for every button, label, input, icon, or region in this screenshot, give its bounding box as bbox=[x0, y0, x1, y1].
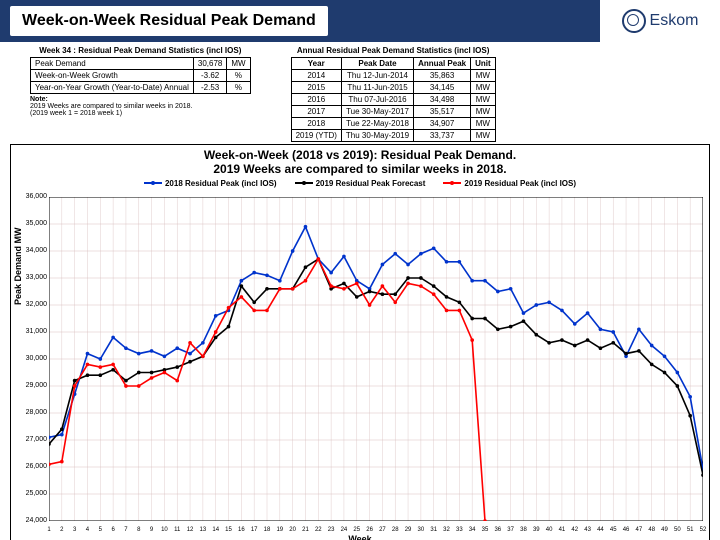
y-tick: 24,000 bbox=[21, 517, 47, 524]
page-title: Week-on-Week Residual Peak Demand bbox=[22, 12, 316, 30]
chart-legend: 2018 Residual Peak (incl IOS) 2019 Resid… bbox=[11, 179, 709, 188]
legend-item-2019: 2019 Residual Peak (incl IOS) bbox=[443, 179, 576, 188]
x-tick: 34 bbox=[467, 527, 477, 533]
x-tick: 38 bbox=[518, 527, 528, 533]
note-line1: 2019 Weeks are compared to similar weeks… bbox=[30, 103, 193, 110]
x-tick: 21 bbox=[300, 527, 310, 533]
y-tick: 26,000 bbox=[21, 463, 47, 470]
x-tick: 13 bbox=[198, 527, 208, 533]
x-tick: 25 bbox=[352, 527, 362, 533]
chart-title-l1: Week-on-Week (2018 vs 2019): Residual Pe… bbox=[204, 148, 516, 162]
x-tick: 29 bbox=[403, 527, 413, 533]
y-tick: 29,000 bbox=[21, 382, 47, 389]
x-tick: 4 bbox=[82, 527, 92, 533]
y-tick: 30,000 bbox=[21, 355, 47, 362]
left-table-block: Week 34 : Residual Peak Demand Statistic… bbox=[30, 46, 251, 142]
x-tick: 10 bbox=[159, 527, 169, 533]
x-tick: 37 bbox=[506, 527, 516, 533]
x-tick: 14 bbox=[211, 527, 221, 533]
x-tick: 35 bbox=[480, 527, 490, 533]
note-label: Note: bbox=[30, 96, 48, 103]
x-tick: 1 bbox=[44, 527, 54, 533]
x-tick: 3 bbox=[70, 527, 80, 533]
x-tick: 8 bbox=[134, 527, 144, 533]
x-tick: 23 bbox=[326, 527, 336, 533]
y-axis-label: Peak Demand MW bbox=[13, 227, 23, 305]
left-table-title: Week 34 : Residual Peak Demand Statistic… bbox=[30, 46, 251, 55]
x-tick: 44 bbox=[595, 527, 605, 533]
x-tick: 2 bbox=[57, 527, 67, 533]
x-tick: 7 bbox=[121, 527, 131, 533]
x-tick: 33 bbox=[454, 527, 464, 533]
y-tick: 34,000 bbox=[21, 247, 47, 254]
x-tick: 12 bbox=[185, 527, 195, 533]
x-tick: 39 bbox=[531, 527, 541, 533]
x-tick: 15 bbox=[224, 527, 234, 533]
eskom-icon bbox=[622, 9, 646, 33]
title-wrap: Week-on-Week Residual Peak Demand bbox=[10, 6, 328, 36]
chart-area: Week-on-Week (2018 vs 2019): Residual Pe… bbox=[10, 144, 710, 540]
y-tick: 28,000 bbox=[21, 409, 47, 416]
x-tick: 11 bbox=[172, 527, 182, 533]
y-tick: 35,000 bbox=[21, 220, 47, 227]
right-table: YearPeak DateAnnual PeakUnit2014Thu 12-J… bbox=[291, 57, 496, 142]
x-tick: 41 bbox=[557, 527, 567, 533]
right-table-title: Annual Residual Peak Demand Statistics (… bbox=[291, 46, 496, 55]
note-block: Note: 2019 Weeks are compared to similar… bbox=[30, 96, 251, 117]
note-line2: (2019 week 1 = 2018 week 1) bbox=[30, 110, 122, 117]
y-tick: 32,000 bbox=[21, 301, 47, 308]
header-bar: Week-on-Week Residual Peak Demand Eskom bbox=[0, 0, 720, 42]
x-tick: 43 bbox=[583, 527, 593, 533]
x-tick: 5 bbox=[95, 527, 105, 533]
x-axis-label: Week bbox=[348, 534, 371, 540]
x-tick: 30 bbox=[416, 527, 426, 533]
y-tick: 31,000 bbox=[21, 328, 47, 335]
x-tick: 19 bbox=[275, 527, 285, 533]
x-tick: 51 bbox=[685, 527, 695, 533]
x-tick: 40 bbox=[544, 527, 554, 533]
x-tick: 45 bbox=[608, 527, 618, 533]
brand-name: Eskom bbox=[650, 12, 699, 30]
x-tick: 48 bbox=[647, 527, 657, 533]
chart-title: Week-on-Week (2018 vs 2019): Residual Pe… bbox=[11, 145, 709, 177]
x-tick: 17 bbox=[249, 527, 259, 533]
x-tick: 9 bbox=[147, 527, 157, 533]
line-chart bbox=[49, 197, 703, 521]
brand-logo: Eskom bbox=[596, 0, 720, 42]
x-tick: 6 bbox=[108, 527, 118, 533]
y-tick: 36,000 bbox=[21, 193, 47, 200]
x-tick: 31 bbox=[429, 527, 439, 533]
x-tick: 32 bbox=[442, 527, 452, 533]
x-tick: 52 bbox=[698, 527, 708, 533]
right-table-block: Annual Residual Peak Demand Statistics (… bbox=[291, 46, 496, 142]
x-tick: 49 bbox=[660, 527, 670, 533]
x-tick: 24 bbox=[339, 527, 349, 533]
x-tick: 26 bbox=[365, 527, 375, 533]
x-tick: 18 bbox=[262, 527, 272, 533]
x-tick: 22 bbox=[313, 527, 323, 533]
left-table: Peak Demand30,678MWWeek-on-Week Growth-3… bbox=[30, 57, 251, 94]
legend-item-2018: 2018 Residual Peak (incl IOS) bbox=[144, 179, 277, 188]
chart-title-l2: 2019 Weeks are compared to similar weeks… bbox=[213, 162, 506, 176]
y-tick: 33,000 bbox=[21, 274, 47, 281]
stats-tables: Week 34 : Residual Peak Demand Statistic… bbox=[0, 42, 720, 142]
x-tick: 36 bbox=[493, 527, 503, 533]
x-tick: 47 bbox=[634, 527, 644, 533]
x-tick: 28 bbox=[390, 527, 400, 533]
x-tick: 46 bbox=[621, 527, 631, 533]
x-tick: 27 bbox=[377, 527, 387, 533]
y-tick: 27,000 bbox=[21, 436, 47, 443]
y-tick: 25,000 bbox=[21, 490, 47, 497]
legend-item-forecast: 2019 Residual Peak Forecast bbox=[295, 179, 426, 188]
x-tick: 42 bbox=[570, 527, 580, 533]
x-tick: 50 bbox=[672, 527, 682, 533]
x-tick: 16 bbox=[236, 527, 246, 533]
x-tick: 20 bbox=[288, 527, 298, 533]
